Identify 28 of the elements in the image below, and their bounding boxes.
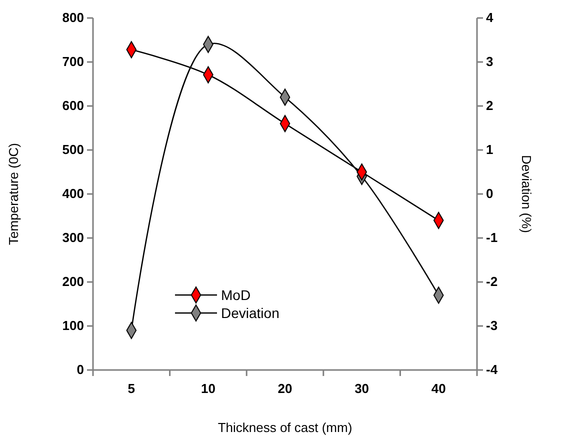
x-axis-title: Thickness of cast (mm): [218, 420, 352, 435]
y-tick-label: 0: [76, 362, 84, 378]
y-tick-label: 500: [62, 142, 84, 158]
y2-tick-label: 4: [486, 10, 494, 26]
y-tick-label: 200: [62, 274, 84, 290]
legend-label: MoD: [221, 287, 251, 303]
y2-tick-label: 1: [486, 142, 494, 158]
legend-label: Deviation: [221, 305, 280, 321]
y2-axis-title: Deviation (%): [519, 154, 534, 234]
y2-tick-label: -1: [486, 230, 498, 246]
y-tick-label: 800: [62, 10, 84, 26]
x-tick-label: 30: [354, 381, 370, 396]
y2-tick-label: 0: [486, 186, 494, 202]
y-tick-label: 600: [62, 98, 84, 114]
x-tick-label: 20: [278, 381, 292, 396]
y-tick-label: 100: [62, 318, 84, 334]
y-axis-title: Temperature (0C): [6, 143, 21, 245]
x-tick-label: 5: [128, 381, 136, 396]
y2-tick-label: -4: [486, 362, 498, 378]
y-tick-label: 700: [62, 54, 84, 70]
y2-tick-label: 3: [486, 54, 494, 70]
y-tick-label: 300: [62, 230, 84, 246]
x-tick-label: 10: [200, 381, 216, 396]
y2-tick-label: -3: [486, 318, 498, 334]
y2-tick-label: 2: [486, 98, 494, 114]
y-tick-label: 400: [62, 186, 84, 202]
x-tick-label: 40: [431, 381, 446, 396]
y2-tick-label: -2: [486, 274, 498, 290]
